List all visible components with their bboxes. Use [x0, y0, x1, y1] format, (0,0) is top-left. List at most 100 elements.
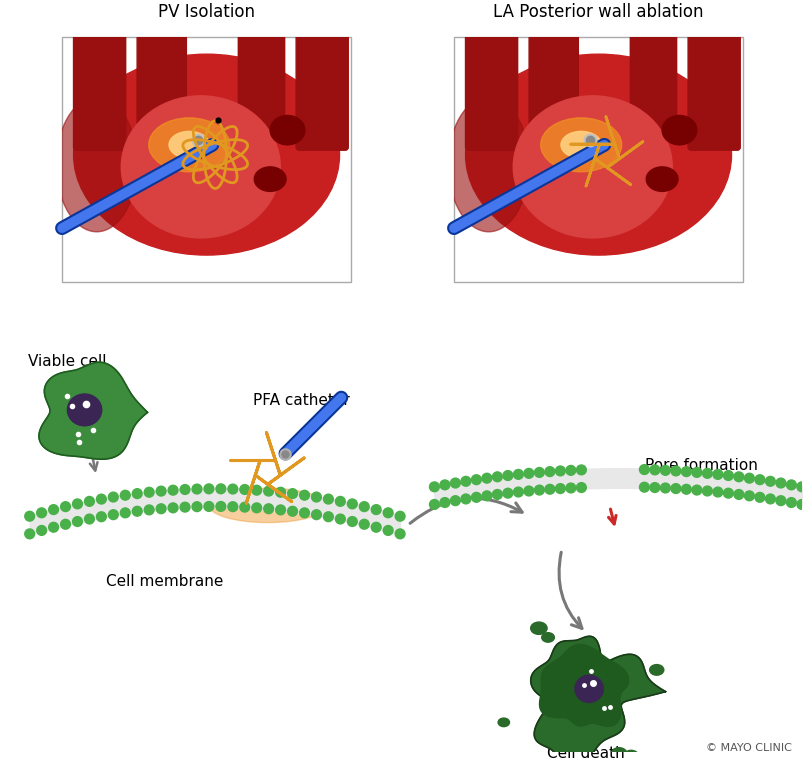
Circle shape [660, 466, 671, 475]
Circle shape [440, 498, 450, 507]
Circle shape [96, 512, 106, 522]
Circle shape [61, 501, 70, 511]
Circle shape [252, 503, 262, 513]
Circle shape [429, 482, 439, 491]
FancyBboxPatch shape [630, 17, 676, 133]
Circle shape [347, 499, 357, 509]
Circle shape [204, 501, 214, 511]
Ellipse shape [466, 54, 731, 255]
Ellipse shape [650, 664, 664, 675]
Circle shape [566, 466, 576, 475]
Circle shape [73, 499, 83, 509]
Circle shape [692, 485, 701, 495]
Ellipse shape [646, 167, 678, 191]
Circle shape [429, 500, 439, 509]
Ellipse shape [122, 96, 280, 238]
Circle shape [524, 469, 534, 479]
Circle shape [556, 466, 565, 475]
Ellipse shape [498, 718, 509, 727]
Circle shape [671, 484, 680, 494]
Circle shape [577, 482, 586, 492]
Text: PFA catheter: PFA catheter [253, 392, 350, 408]
FancyBboxPatch shape [137, 17, 186, 133]
Circle shape [744, 491, 754, 501]
Circle shape [471, 492, 481, 502]
Circle shape [144, 488, 154, 497]
Text: Viable cell: Viable cell [28, 354, 106, 369]
Circle shape [216, 501, 226, 511]
Ellipse shape [514, 96, 672, 238]
Circle shape [681, 485, 691, 495]
Circle shape [168, 485, 178, 495]
Ellipse shape [575, 675, 603, 703]
Circle shape [566, 483, 576, 493]
Circle shape [109, 510, 118, 520]
Circle shape [144, 505, 154, 515]
Circle shape [787, 498, 796, 507]
Circle shape [545, 466, 555, 476]
Circle shape [275, 505, 285, 515]
Circle shape [36, 526, 46, 536]
Circle shape [180, 485, 190, 495]
Circle shape [503, 471, 513, 480]
FancyBboxPatch shape [74, 17, 126, 150]
Circle shape [312, 510, 322, 520]
Circle shape [681, 466, 691, 476]
Circle shape [49, 504, 58, 514]
Circle shape [192, 484, 202, 494]
Circle shape [639, 465, 650, 475]
Circle shape [312, 492, 322, 502]
Circle shape [156, 504, 166, 514]
Circle shape [73, 517, 83, 527]
Circle shape [228, 484, 237, 494]
Circle shape [383, 508, 393, 517]
Circle shape [577, 465, 586, 475]
Polygon shape [39, 362, 147, 459]
Circle shape [395, 511, 405, 521]
Circle shape [264, 504, 274, 514]
Ellipse shape [612, 748, 627, 760]
Circle shape [25, 511, 35, 521]
Ellipse shape [542, 632, 554, 642]
Circle shape [121, 490, 130, 500]
Circle shape [264, 486, 274, 496]
Circle shape [36, 508, 46, 517]
Circle shape [650, 482, 660, 492]
Circle shape [524, 486, 534, 496]
Circle shape [797, 500, 807, 509]
Ellipse shape [541, 118, 621, 171]
FancyBboxPatch shape [62, 37, 351, 282]
FancyBboxPatch shape [529, 17, 578, 133]
Ellipse shape [67, 394, 102, 426]
Circle shape [228, 502, 237, 511]
Circle shape [755, 492, 765, 502]
Circle shape [96, 495, 106, 504]
Circle shape [461, 476, 471, 486]
Polygon shape [539, 645, 629, 726]
Circle shape [323, 512, 333, 522]
Circle shape [797, 482, 807, 491]
Circle shape [514, 487, 523, 497]
Ellipse shape [149, 118, 230, 171]
Text: © MAYO CLINIC: © MAYO CLINIC [706, 743, 792, 753]
FancyBboxPatch shape [238, 17, 284, 133]
Circle shape [288, 507, 297, 516]
Circle shape [660, 483, 671, 493]
Circle shape [776, 496, 786, 505]
Circle shape [156, 486, 166, 496]
FancyBboxPatch shape [296, 17, 348, 150]
Circle shape [514, 469, 523, 479]
Circle shape [25, 529, 35, 539]
Circle shape [180, 502, 190, 512]
Circle shape [702, 486, 712, 496]
Circle shape [713, 487, 723, 497]
Text: Cell death: Cell death [548, 745, 625, 760]
Circle shape [204, 484, 214, 494]
Circle shape [461, 494, 471, 504]
Ellipse shape [624, 751, 639, 762]
Circle shape [216, 484, 226, 494]
Circle shape [61, 520, 70, 529]
Text: Cell membrane: Cell membrane [106, 574, 224, 589]
FancyBboxPatch shape [454, 37, 743, 282]
Circle shape [240, 485, 249, 495]
